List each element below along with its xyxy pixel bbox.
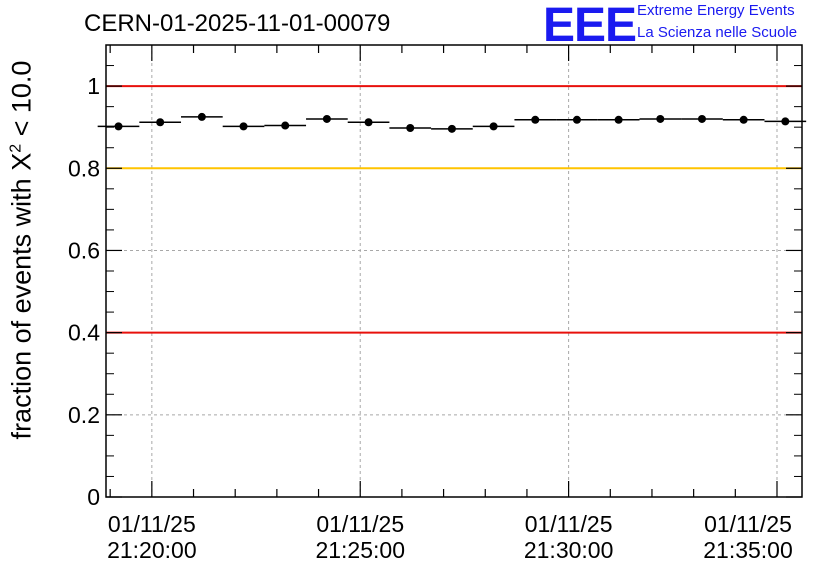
- x-tick-label-date: 01/11/25: [316, 511, 404, 537]
- data-point: [781, 117, 790, 126]
- y-axis-label-main: fraction of events with X: [6, 152, 37, 440]
- x-tick-label-date: 01/11/25: [525, 511, 613, 537]
- y-tick-label: 0.8: [68, 155, 100, 181]
- y-tick-labels: 0 0.2 0.4 0.6 0.8 1: [68, 73, 100, 510]
- data-point: [197, 112, 206, 121]
- y-tick-label: 0.2: [68, 402, 100, 428]
- data-point: [406, 124, 415, 133]
- y-axis-label-tail: < 10.0: [6, 60, 37, 144]
- x-tick-label-time: 21:25:00: [315, 537, 405, 563]
- data-point: [614, 115, 623, 124]
- data-point: [281, 121, 290, 130]
- data-point: [447, 124, 456, 133]
- y-tick-label: 0.4: [68, 320, 100, 346]
- data-point: [239, 122, 248, 131]
- data-point: [489, 122, 498, 131]
- data-point: [739, 115, 748, 124]
- y-tick-label: 1: [87, 73, 100, 99]
- x-tick-label-time: 21:30:00: [524, 537, 614, 563]
- y-axis-label-sup: 2: [7, 143, 25, 153]
- y-tick-label: 0.6: [68, 237, 100, 263]
- data-point: [364, 118, 373, 127]
- x-tick-labels: 01/11/2521:20:0001/11/2521:25:0001/11/25…: [107, 511, 793, 563]
- logo-line-1: Extreme Energy Events: [637, 2, 795, 19]
- data-point: [531, 115, 540, 124]
- y-tick-label: 0: [87, 484, 100, 510]
- x-tick-label-time: 21:20:00: [107, 537, 197, 563]
- data-point: [322, 114, 331, 123]
- plot-frame: [105, 44, 803, 498]
- x-tick-label-date: 01/11/25: [108, 511, 196, 537]
- data-point: [656, 114, 665, 123]
- data-point: [156, 118, 165, 127]
- axis-ticks: [106, 45, 802, 498]
- grid-lines: [106, 45, 802, 497]
- x-tick-label-date: 01/11/25: [704, 511, 792, 537]
- data-point: [114, 122, 123, 131]
- reference-lines: [106, 85, 802, 334]
- chart-title: CERN-01-2025-11-01-00079: [84, 10, 391, 37]
- data-points: [97, 112, 807, 133]
- data-point: [572, 115, 581, 124]
- eee-logo: EEE: [543, 0, 637, 52]
- data-point: [697, 114, 706, 123]
- x-tick-label-time: 21:35:00: [703, 537, 793, 563]
- y-axis-label: fraction of events with X2 < 10.0: [7, 61, 38, 440]
- logo-line-2: La Scienza nelle Scuole: [637, 24, 798, 41]
